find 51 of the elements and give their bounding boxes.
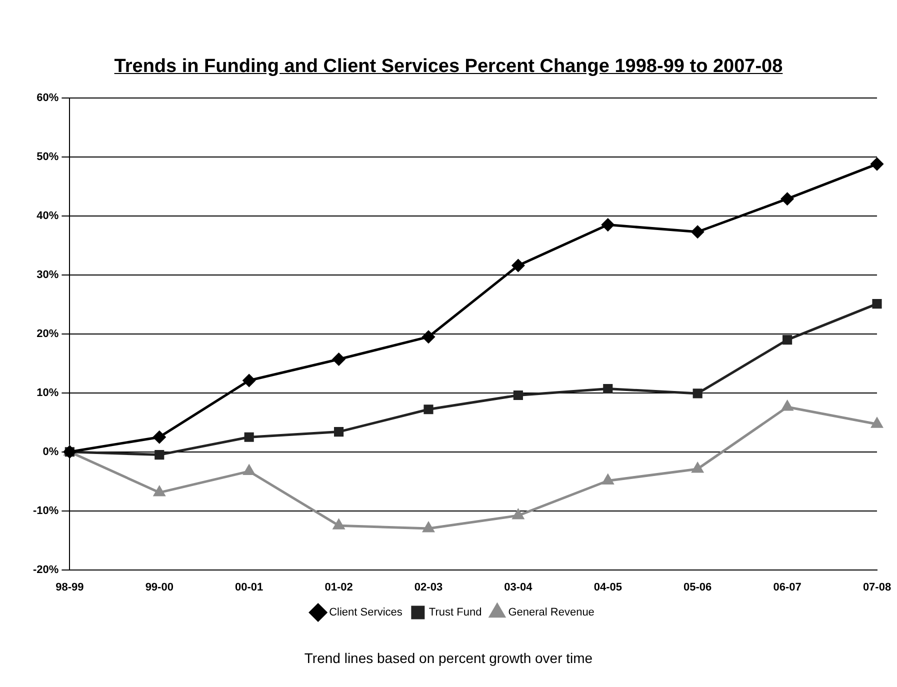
point <box>870 158 884 170</box>
point <box>153 430 166 444</box>
text: Trend lines based on percent growth over time <box>303 650 594 666</box>
point <box>782 335 792 345</box>
legend-label: Trust Fund <box>428 606 482 619</box>
point <box>692 388 702 398</box>
point <box>332 353 346 366</box>
point <box>513 390 523 400</box>
point <box>871 418 883 428</box>
point <box>781 192 794 206</box>
point <box>422 522 434 532</box>
point <box>244 465 255 476</box>
y-tick-label: 40% <box>36 210 59 222</box>
y-tick-label: 30% <box>36 268 59 281</box>
point <box>333 519 344 530</box>
point <box>603 384 613 394</box>
point <box>244 432 254 442</box>
y-tick-label: 50% <box>36 151 59 164</box>
x-tick-label: 03-04 <box>504 581 534 594</box>
x-tick-label: 98-99 <box>56 581 84 594</box>
point <box>512 259 524 272</box>
point <box>782 400 793 411</box>
y-tick-label: -10% <box>32 504 59 517</box>
x-tick-label: 99-00 <box>145 581 174 594</box>
x-tick-label: 06-07 <box>773 581 802 594</box>
y-tick-label: 20% <box>36 328 59 340</box>
point <box>692 462 704 473</box>
point <box>602 218 614 232</box>
point <box>422 330 435 344</box>
point <box>602 474 614 484</box>
x-tick-label: 02-03 <box>414 581 443 594</box>
point <box>242 374 256 387</box>
y-tick-label: 0% <box>42 446 59 458</box>
y-tick-label: -20% <box>32 564 59 576</box>
x-tick-label: 01-02 <box>324 581 353 594</box>
point <box>872 299 882 309</box>
point <box>691 226 704 238</box>
x-tick-label: 05-06 <box>684 581 712 594</box>
chart-title: Trends in Funding and Client Services Percent Change 1998-99 to 2007-08 <box>113 56 784 78</box>
point <box>424 404 434 414</box>
legend-label: Client Services <box>329 606 403 619</box>
y-tick-label: 60% <box>36 92 59 104</box>
x-tick-label: 00-01 <box>235 581 264 594</box>
point <box>154 486 165 496</box>
point <box>334 427 344 437</box>
y-tick-label: 10% <box>36 386 59 399</box>
legend-label: General Revenue <box>508 606 594 619</box>
point <box>512 509 524 520</box>
point <box>154 450 164 460</box>
x-tick-label: 04-05 <box>594 581 622 594</box>
x-tick-label: 07-08 <box>862 581 892 594</box>
